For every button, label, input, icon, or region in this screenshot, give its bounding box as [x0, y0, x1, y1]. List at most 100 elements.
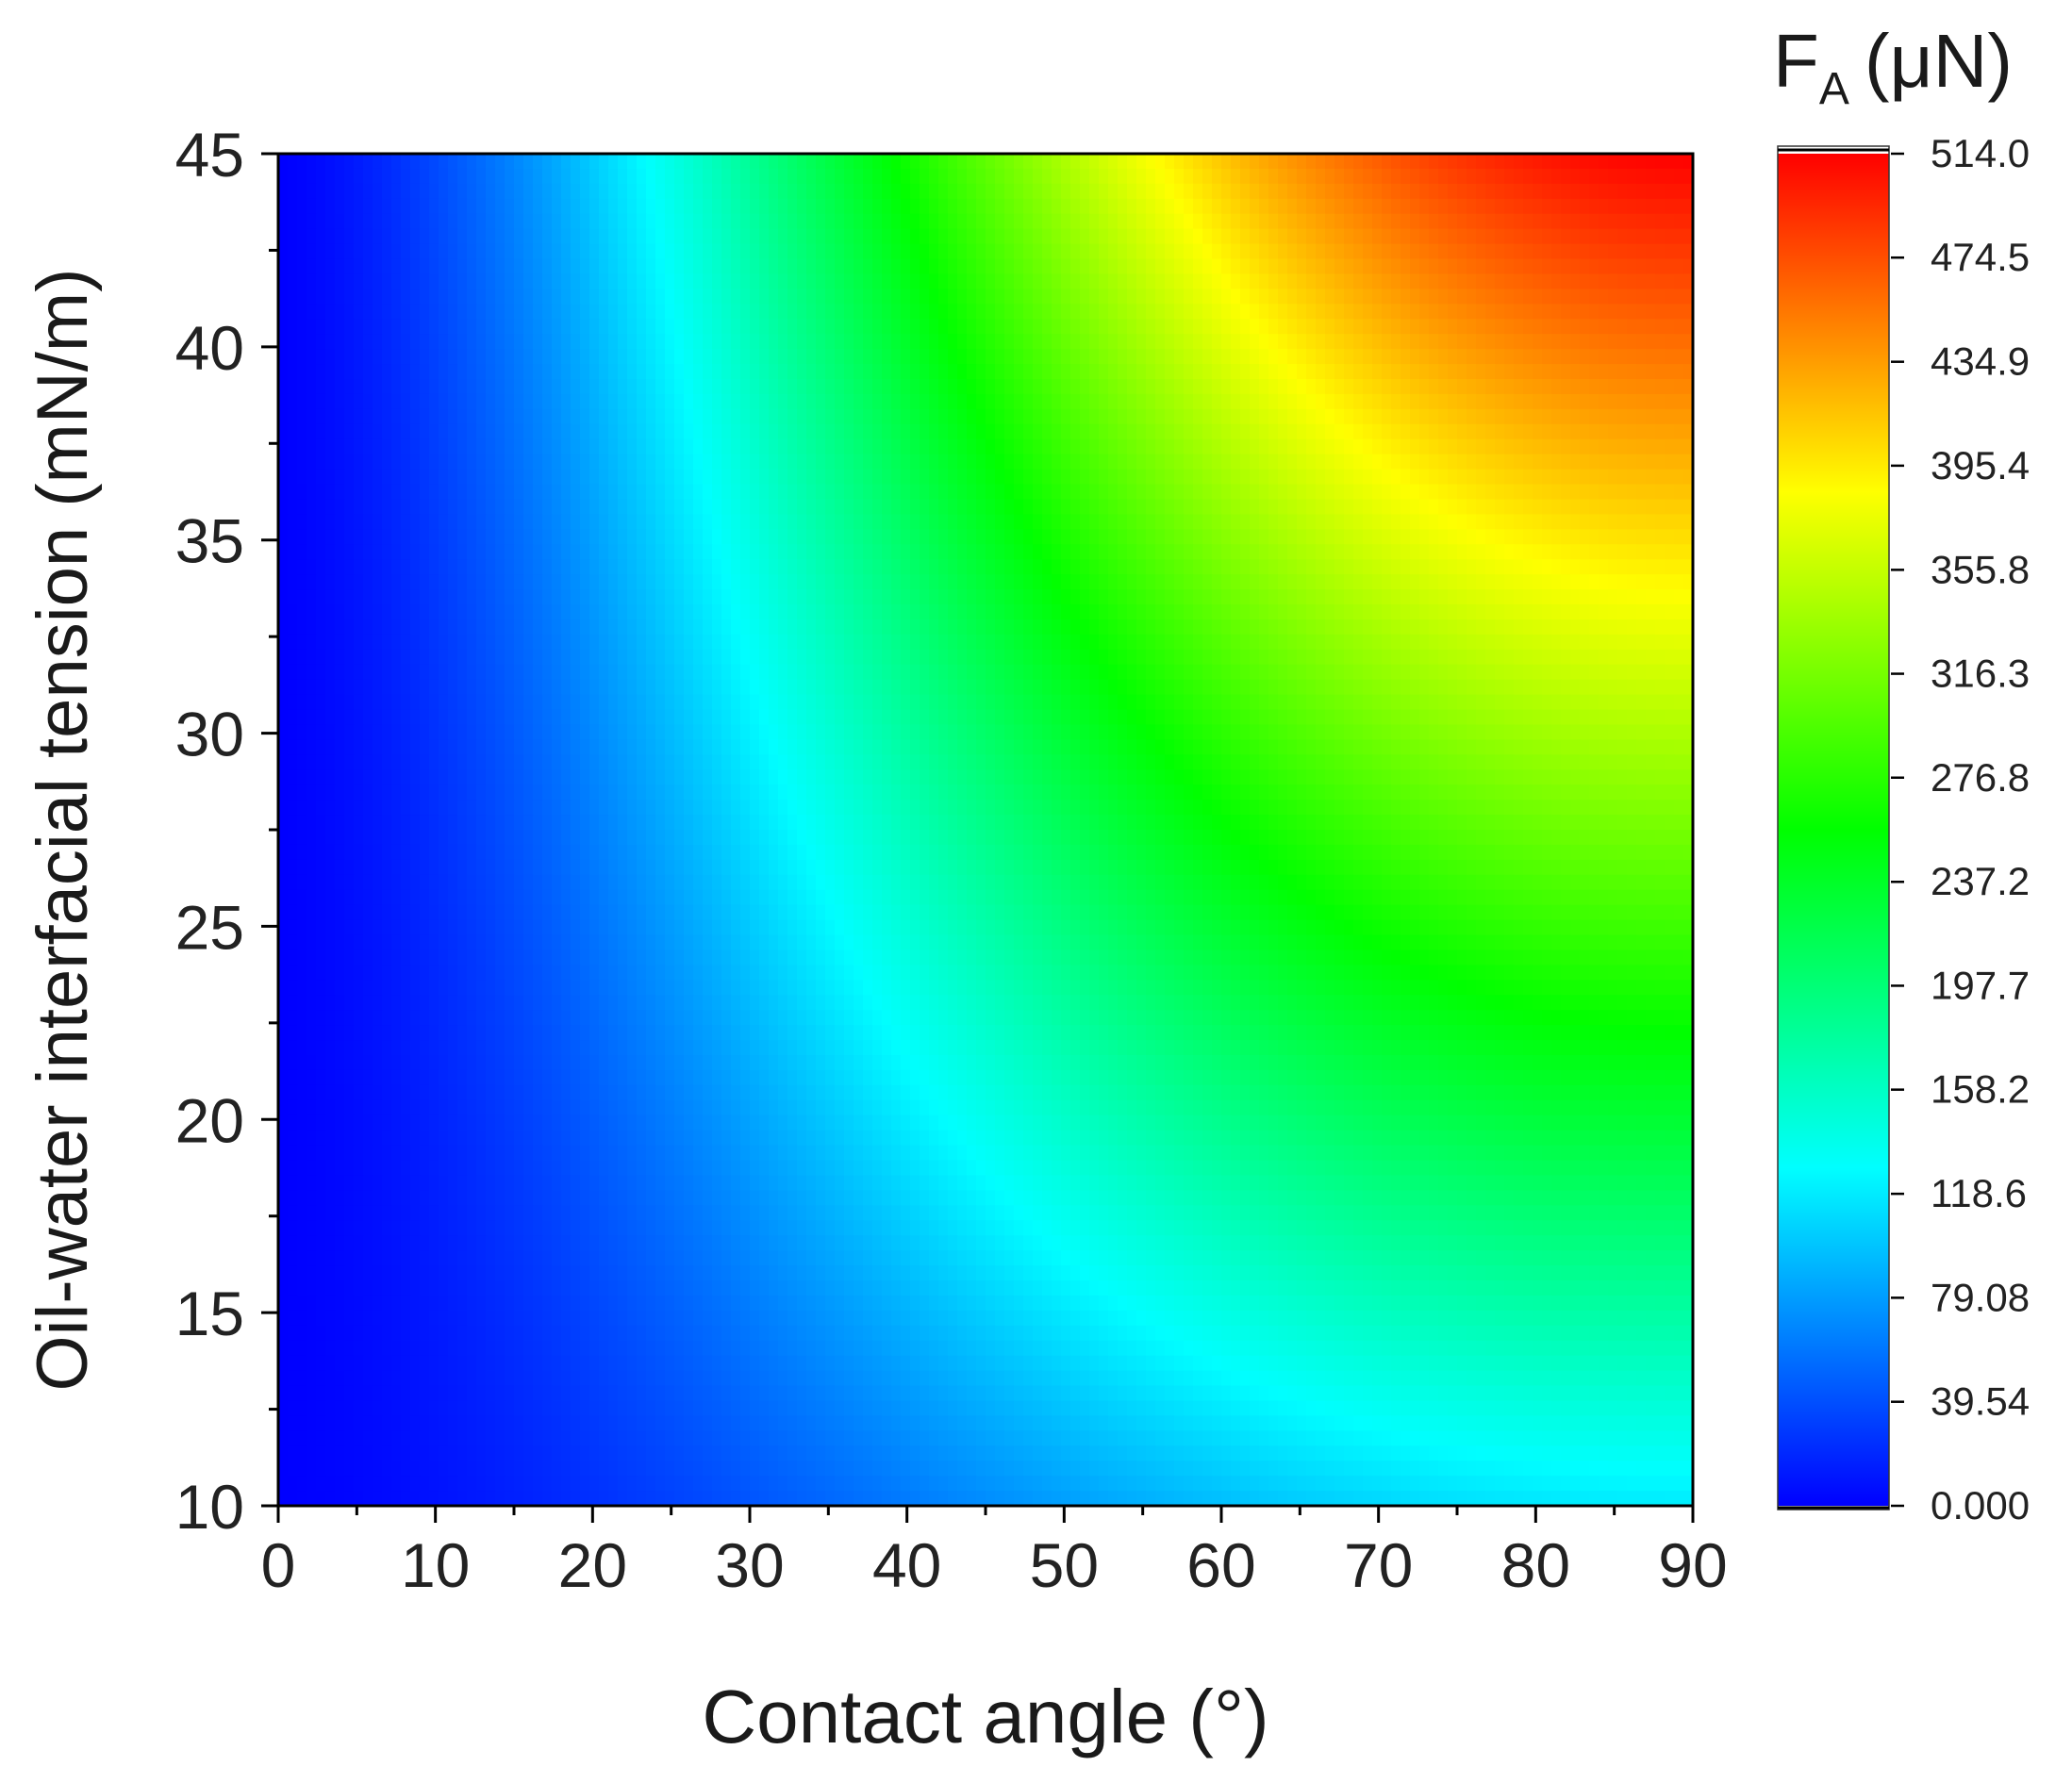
- heatmap-cell: [1334, 289, 1345, 305]
- heatmap-cell: [1608, 154, 1618, 170]
- heatmap-cell: [1448, 154, 1458, 170]
- heatmap-cell: [1683, 559, 1693, 575]
- heatmap-cell: [721, 454, 732, 471]
- heatmap-cell: [1202, 484, 1213, 501]
- heatmap-cell: [1438, 408, 1449, 425]
- heatmap-cell: [1099, 258, 1109, 275]
- heatmap-cell: [1155, 349, 1166, 365]
- heatmap-cell: [750, 349, 760, 365]
- heatmap-cell: [561, 319, 572, 335]
- heatmap-cell: [1080, 438, 1090, 455]
- heatmap-cell: [1240, 319, 1251, 335]
- heatmap-cell: [938, 349, 949, 365]
- heatmap-cell: [882, 228, 892, 245]
- heatmap-cell: [335, 198, 345, 215]
- heatmap-cell: [1108, 619, 1119, 636]
- heatmap-cell: [1551, 619, 1562, 636]
- heatmap-cell: [835, 364, 845, 380]
- heatmap-cell: [1485, 589, 1496, 605]
- heatmap-cell: [420, 484, 430, 501]
- heatmap-cell: [344, 243, 355, 260]
- heatmap-cell: [646, 423, 656, 440]
- heatmap-cell: [589, 438, 600, 455]
- heatmap-cell: [1457, 484, 1467, 501]
- heatmap-cell: [344, 454, 355, 471]
- heatmap-cell: [325, 168, 336, 185]
- heatmap-cell: [806, 499, 817, 515]
- heatmap-cell: [1259, 334, 1269, 350]
- heatmap-cell: [769, 183, 779, 200]
- heatmap-cell: [1655, 469, 1666, 486]
- heatmap-cell: [325, 649, 336, 666]
- heatmap-cell: [382, 304, 392, 320]
- heatmap-cell: [599, 334, 609, 350]
- heatmap-cell: [1287, 273, 1298, 289]
- heatmap-cell: [1655, 334, 1666, 350]
- heatmap-cell: [1533, 423, 1543, 440]
- heatmap-cell: [523, 529, 534, 545]
- heatmap-cell: [835, 349, 845, 365]
- heatmap-cell: [514, 423, 524, 440]
- heatmap-cell: [1316, 319, 1326, 335]
- heatmap-cell: [929, 168, 939, 185]
- heatmap-cell: [1608, 228, 1618, 245]
- heatmap-cell: [1287, 619, 1298, 636]
- heatmap-cell: [439, 258, 449, 275]
- heatmap-cell: [533, 364, 543, 380]
- heatmap-cell: [1683, 438, 1693, 455]
- heatmap-cell: [278, 258, 289, 275]
- heatmap-cell: [1268, 604, 1279, 620]
- heatmap-cell: [1014, 168, 1024, 185]
- heatmap-cell: [505, 243, 515, 260]
- heatmap-cell: [523, 559, 534, 575]
- heatmap-cell: [1136, 469, 1147, 486]
- heatmap-cell: [778, 183, 788, 200]
- heatmap-cell: [1297, 289, 1307, 305]
- heatmap-cell: [637, 379, 647, 395]
- heatmap-cell: [439, 529, 449, 545]
- heatmap-cell: [439, 604, 449, 620]
- heatmap-cell: [1259, 529, 1269, 545]
- heatmap-cell: [1193, 334, 1203, 350]
- heatmap-cell: [655, 438, 666, 455]
- heatmap-cell: [1655, 349, 1666, 365]
- heatmap-cell: [429, 454, 439, 471]
- heatmap-cell: [1325, 168, 1335, 185]
- heatmap-cell: [288, 514, 298, 530]
- heatmap-cell: [1646, 604, 1656, 620]
- heatmap-cell: [552, 469, 562, 486]
- heatmap-cell: [486, 258, 496, 275]
- heatmap-cell: [391, 228, 402, 245]
- heatmap-cell: [1061, 604, 1071, 620]
- heatmap-cell: [580, 604, 590, 620]
- heatmap-cell: [420, 619, 430, 636]
- heatmap-cell: [1278, 408, 1288, 425]
- heatmap-cell: [1174, 423, 1185, 440]
- heatmap-cell: [1419, 634, 1430, 651]
- heatmap-cell: [816, 514, 826, 530]
- heatmap-cell: [608, 469, 619, 486]
- heatmap-cell: [1599, 213, 1609, 230]
- heatmap-cell: [561, 499, 572, 515]
- heatmap-cell: [561, 289, 572, 305]
- heatmap-cell: [1580, 168, 1590, 185]
- heatmap-cell: [1089, 289, 1100, 305]
- heatmap-cell: [1042, 559, 1053, 575]
- heatmap-cell: [787, 589, 798, 605]
- heatmap-cell: [655, 379, 666, 395]
- heatmap-cell: [1165, 499, 1175, 515]
- heatmap-cell: [1344, 243, 1354, 260]
- heatmap-cell: [797, 198, 807, 215]
- heatmap-cell: [1108, 213, 1119, 230]
- heatmap-cell: [1118, 273, 1128, 289]
- heatmap-cell: [769, 364, 779, 380]
- heatmap-cell: [655, 319, 666, 335]
- heatmap-cell: [316, 438, 326, 455]
- heatmap-cell: [1457, 634, 1467, 651]
- heatmap-cell: [316, 454, 326, 471]
- heatmap-cell: [354, 168, 364, 185]
- heatmap-cell: [439, 559, 449, 575]
- heatmap-cell: [1127, 454, 1137, 471]
- heatmap-cell: [457, 408, 468, 425]
- heatmap-cell: [1438, 634, 1449, 651]
